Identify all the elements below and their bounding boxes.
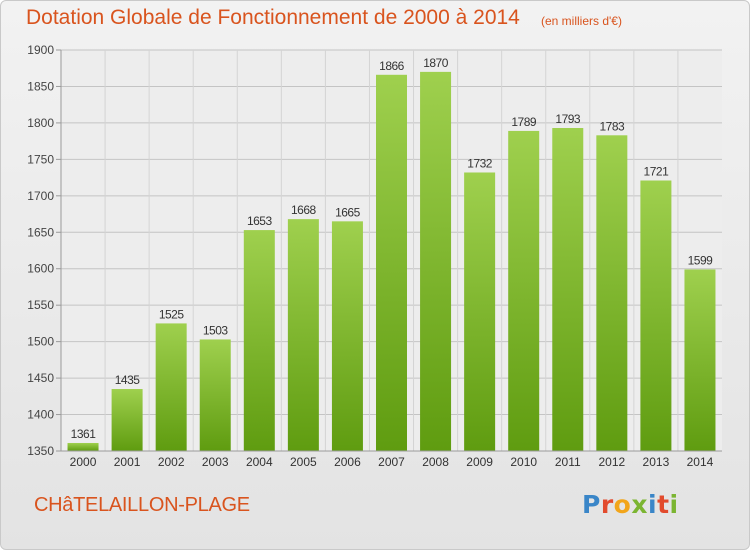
bar-2001 (111, 389, 143, 451)
bar-2000 (67, 442, 99, 451)
x-tick-label: 2000 (70, 455, 97, 469)
bar-2014 (684, 269, 716, 451)
y-tick-label: 1350 (27, 444, 54, 458)
location-name: CHâTELAILLON-PLAGE (34, 494, 250, 516)
bar-2002 (155, 323, 187, 451)
x-tick-label: 2010 (510, 455, 537, 469)
y-tick-label: 1400 (27, 408, 54, 422)
bar-2003 (199, 339, 231, 451)
logo-letter: r (600, 490, 614, 519)
y-tick-label: 1500 (27, 335, 54, 349)
y-tick-label: 1650 (27, 225, 54, 239)
logo-letter: t (657, 490, 670, 519)
y-axis: 1350 1400 1450 1500 1550 1600 1650 1700 1750 1800… (27, 43, 62, 458)
data-label: 1665 (335, 205, 361, 219)
data-label: 1783 (599, 119, 625, 133)
bar-2008 (420, 71, 452, 451)
y-tick-label: 1750 (27, 152, 54, 166)
x-tick-label: 2006 (334, 455, 361, 469)
y-tick-label: 1850 (27, 79, 54, 93)
data-label: 1789 (511, 115, 537, 129)
data-label: 1870 (423, 56, 449, 70)
x-tick-label: 2012 (598, 455, 625, 469)
logo-letter: P (582, 490, 601, 519)
x-axis: 2000 2001 2002 2003 2004 2005 2006 2007 2008 2009… (61, 450, 722, 469)
y-tick-label: 1550 (27, 298, 54, 312)
y-tick-label: 1600 (27, 262, 54, 276)
chart-title: Dotation Globale de Fonctionnement de 20… (26, 6, 520, 29)
bar-2006 (331, 221, 363, 451)
y-tick-label: 1450 (27, 371, 54, 385)
bar-2005 (287, 219, 319, 451)
bar-2004 (243, 230, 275, 451)
data-label: 1866 (379, 59, 405, 73)
bar-2009 (464, 172, 496, 451)
x-tick-label: 2004 (246, 455, 273, 469)
x-tick-label: 2003 (202, 455, 229, 469)
chart-subtitle: (en milliers d'€) (541, 14, 622, 28)
y-tick-label: 1900 (27, 43, 54, 57)
y-tick-label: 1700 (27, 189, 54, 203)
x-tick-label: 2009 (466, 455, 493, 469)
data-label: 1435 (115, 373, 141, 387)
bar-2013 (640, 180, 672, 452)
data-label: 1361 (71, 427, 97, 441)
data-label: 1668 (291, 203, 317, 217)
bar-2012 (596, 135, 628, 451)
bar-2007 (376, 74, 407, 451)
data-label: 1525 (159, 307, 185, 321)
bar-2010 (508, 130, 540, 452)
x-tick-label: 2011 (555, 455, 581, 469)
x-tick-label: 2001 (114, 455, 141, 469)
logo-letter: i (648, 490, 658, 519)
data-label: 1599 (688, 253, 714, 267)
proxiti-logo: Proxiti (582, 490, 679, 519)
y-tick-label: 1800 (27, 116, 54, 130)
logo-letter: o (613, 490, 632, 519)
logo-letter: i (669, 490, 679, 519)
x-tick-label: 2005 (290, 455, 317, 469)
x-tick-label: 2007 (378, 455, 405, 469)
data-label: 1503 (203, 323, 229, 337)
bar-2011 (552, 128, 584, 451)
bars: 1361 1435 1525 1503 1653 1668 1665 1866 1870 1732… (67, 56, 716, 452)
x-tick-label: 2013 (643, 455, 670, 469)
x-tick-label: 2014 (687, 455, 714, 469)
x-tick-label: 2002 (158, 455, 185, 469)
data-label: 1793 (555, 112, 581, 126)
x-tick-label: 2008 (422, 455, 449, 469)
logo-letter: x (631, 490, 648, 519)
data-label: 1653 (247, 214, 273, 228)
data-label: 1721 (644, 165, 670, 179)
data-label: 1732 (467, 156, 493, 170)
